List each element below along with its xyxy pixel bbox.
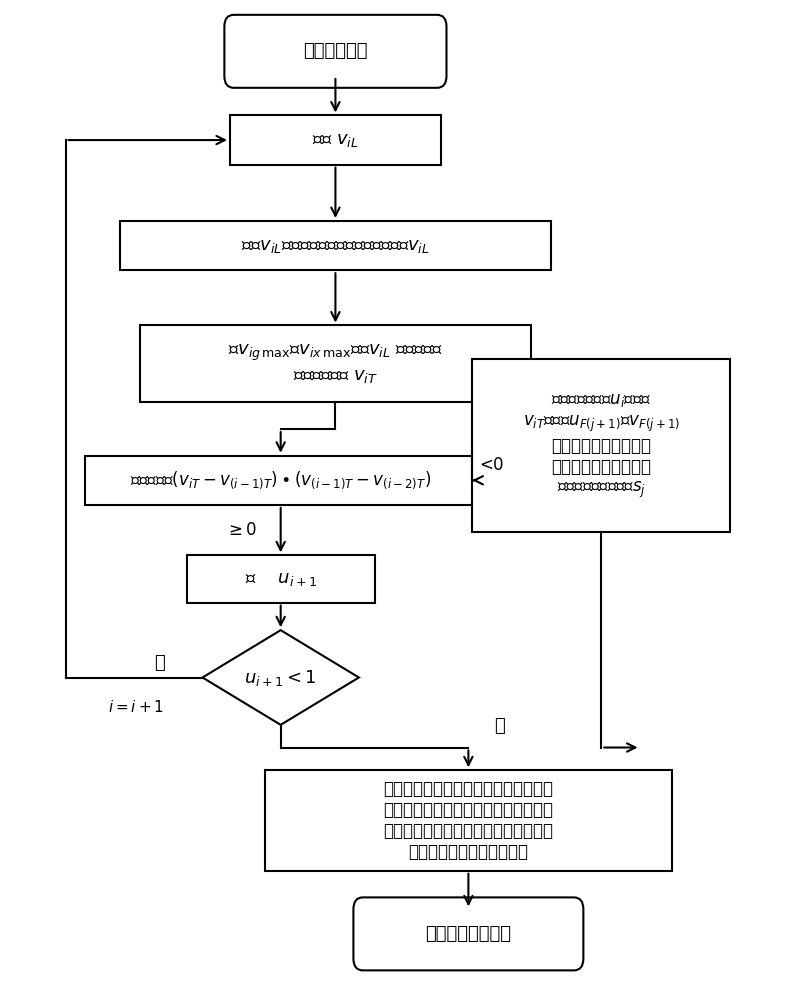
Text: 前瞻分段开始: 前瞻分段开始 (303, 42, 368, 60)
Text: 计算 $v_{iL}$: 计算 $v_{iL}$ (312, 131, 359, 149)
Text: 求 $\quad u_{i+1}$: 求 $\quad u_{i+1}$ (244, 570, 317, 588)
Polygon shape (202, 630, 359, 725)
Text: 是: 是 (154, 654, 165, 672)
Bar (85, 456, 476, 505)
Text: <0: <0 (480, 456, 504, 474)
Bar (265, 770, 672, 871)
Bar (120, 221, 551, 270)
Bar (140, 325, 531, 402)
Bar (472, 359, 731, 532)
Text: $u_{i+1}<1$: $u_{i+1}<1$ (244, 668, 317, 688)
Bar (230, 115, 441, 165)
Text: 否: 否 (494, 717, 505, 735)
Text: 求$v_{ig\,\mathrm{max}}$和$v_{ix\,\mathrm{max}}$，与$v_{iL}$ 比较，取三
者最小的作为 $v_{iT}$: 求$v_{ig\,\mathrm{max}}$和$v_{ix\,\mathrm{… (228, 343, 443, 385)
Text: 比较$v_{iL}$和最大进给速度，取更小的作为$v_{iL}$: 比较$v_{iL}$和最大进给速度，取更小的作为$v_{iL}$ (241, 237, 430, 255)
Text: 最终的分段点集合: 最终的分段点集合 (425, 925, 511, 943)
Text: $i=i+1$: $i=i+1$ (108, 699, 164, 715)
Bar (187, 555, 375, 603)
Text: 对于所有的分段点集合，从第一个分段
点开始，验算以最大加、减速度能否到
达下一个分段点的速度，若达不到，降
低、增加下一分段点的速度: 对于所有的分段点集合，从第一个分段 点开始，验算以最大加、减速度能否到 达下一个… (384, 780, 553, 861)
Text: 记录当前的参数$u_i$和速度
$v_{iT}$标记为$u_{F(j+1)}$和$v_{F(j+1)}$
，根据参数方程式求该
分段点和前一个分段点
之间的曲线: 记录当前的参数$u_i$和速度 $v_{iT}$标记为$u_{F(j+1)}$和… (523, 391, 680, 500)
FancyBboxPatch shape (224, 15, 447, 88)
Text: 计算数学式$(v_{iT}-v_{(i-1)T})\bullet(v_{(i-1)T}-v_{(i-2)T})$: 计算数学式$(v_{iT}-v_{(i-1)T})\bullet(v_{(i-1… (130, 469, 431, 491)
FancyBboxPatch shape (353, 897, 583, 970)
Text: $\geq$0: $\geq$0 (225, 521, 257, 539)
